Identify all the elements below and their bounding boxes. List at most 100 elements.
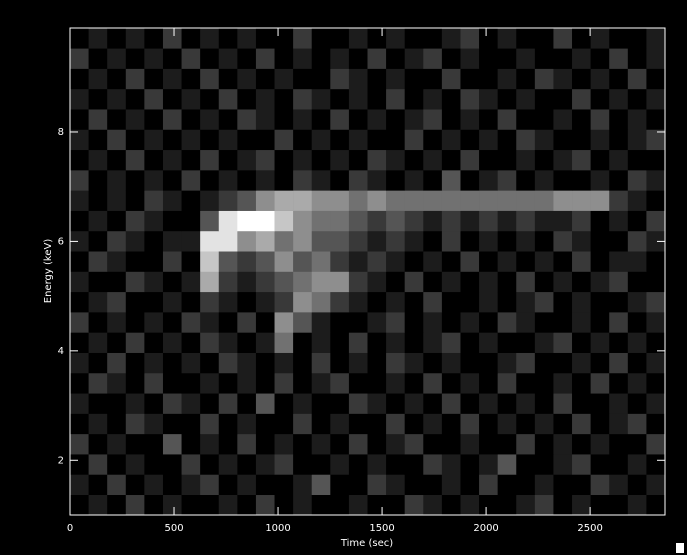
- cell: [367, 332, 387, 353]
- cell: [423, 129, 443, 151]
- cell: [88, 433, 108, 455]
- cell: [590, 88, 610, 110]
- cell: [423, 413, 443, 435]
- cell: [460, 149, 480, 171]
- cell: [572, 291, 591, 313]
- cell: [553, 291, 573, 313]
- cell: [330, 474, 350, 496]
- x-tick-label: 1000: [265, 523, 290, 534]
- cell: [479, 332, 498, 353]
- cell: [181, 332, 201, 353]
- cell: [311, 68, 331, 90]
- cell: [404, 433, 424, 455]
- cell: [460, 454, 480, 475]
- cell: [516, 271, 536, 293]
- cell: [330, 28, 350, 49]
- cell: [534, 291, 554, 313]
- cell: [590, 68, 610, 90]
- cell: [367, 393, 387, 414]
- cell: [460, 393, 480, 414]
- cell: [330, 109, 350, 130]
- cell: [590, 48, 610, 69]
- cell: [237, 271, 257, 293]
- cell: [107, 230, 127, 252]
- cell: [534, 312, 554, 333]
- cell: [88, 352, 108, 374]
- cell: [516, 88, 536, 110]
- cell: [534, 170, 554, 191]
- cell: [70, 210, 89, 232]
- cell: [162, 28, 182, 49]
- cell: [125, 474, 145, 496]
- cell: [218, 28, 238, 49]
- cell: [386, 454, 405, 475]
- cell: [200, 230, 220, 252]
- cell: [330, 413, 350, 435]
- cell: [367, 28, 387, 49]
- cell: [627, 251, 647, 272]
- cell: [255, 372, 275, 394]
- cell: [181, 149, 201, 171]
- cell: [627, 332, 647, 353]
- cell: [497, 230, 517, 252]
- x-tick-label: 500: [164, 523, 183, 534]
- cell: [609, 149, 629, 171]
- cell: [70, 393, 89, 414]
- cell: [70, 372, 89, 394]
- cell: [144, 454, 164, 475]
- cell: [367, 454, 387, 475]
- cell: [107, 210, 127, 232]
- cell: [479, 393, 498, 414]
- cell: [590, 149, 610, 171]
- cell: [330, 332, 350, 353]
- cell: [534, 494, 554, 516]
- cell: [627, 271, 647, 293]
- cell: [441, 393, 461, 414]
- y-axis-label: Energy (keV): [43, 239, 54, 304]
- cell: [181, 271, 201, 293]
- cell: [311, 413, 331, 435]
- cell: [609, 433, 629, 455]
- cell: [404, 291, 424, 313]
- cell: [311, 109, 331, 130]
- cell: [367, 149, 387, 171]
- cell: [348, 312, 368, 333]
- cell: [367, 48, 387, 69]
- cell: [125, 332, 145, 353]
- cell: [107, 352, 127, 374]
- cell: [367, 251, 387, 272]
- cell: [553, 190, 573, 211]
- cell: [646, 433, 666, 455]
- cell: [460, 271, 480, 293]
- cell: [516, 433, 536, 455]
- cell: [237, 170, 257, 191]
- cell: [70, 109, 89, 130]
- cell: [200, 413, 220, 435]
- cell: [348, 291, 368, 313]
- cell: [125, 170, 145, 191]
- cell: [88, 271, 108, 293]
- cell: [460, 251, 480, 272]
- cell: [534, 474, 554, 496]
- cell: [348, 352, 368, 374]
- cell: [162, 210, 182, 232]
- cell: [572, 312, 591, 333]
- cell: [144, 149, 164, 171]
- cell: [70, 149, 89, 171]
- cell: [590, 494, 610, 516]
- cell: [609, 332, 629, 353]
- cell: [144, 88, 164, 110]
- cell: [330, 454, 350, 475]
- cell: [441, 190, 461, 211]
- cell: [627, 190, 647, 211]
- cell: [423, 332, 443, 353]
- cell: [497, 312, 517, 333]
- cell: [162, 271, 182, 293]
- cell: [330, 494, 350, 516]
- cell: [404, 190, 424, 211]
- cell: [441, 230, 461, 252]
- cell: [181, 129, 201, 151]
- cell: [497, 28, 517, 49]
- cell: [460, 170, 480, 191]
- cell: [553, 129, 573, 151]
